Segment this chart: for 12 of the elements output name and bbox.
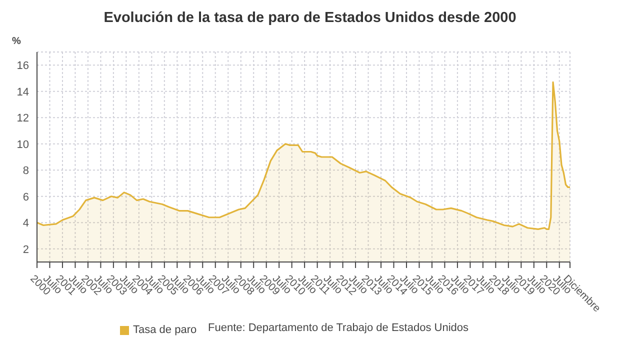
y-tick-label: 4 <box>22 218 29 230</box>
y-tick-label: 8 <box>22 165 29 178</box>
y-tick-label: 14 <box>16 86 29 98</box>
legend-label: Tasa de paro <box>133 324 197 336</box>
chart-title: Evolución de la tasa de paro de Estados Unidos desde 2000 <box>102 10 518 26</box>
y-tick-label: 16 <box>16 60 29 72</box>
y-tick-label: 12 <box>16 112 29 125</box>
y-tick-label: 10 <box>16 138 29 151</box>
y-axis-title: % <box>12 36 21 47</box>
source-note: Fuente: Departamento de Trabajo de Estados Unidos <box>208 322 468 334</box>
y-tick-label: 6 <box>22 191 29 204</box>
y-tick-label: 2 <box>22 244 29 256</box>
